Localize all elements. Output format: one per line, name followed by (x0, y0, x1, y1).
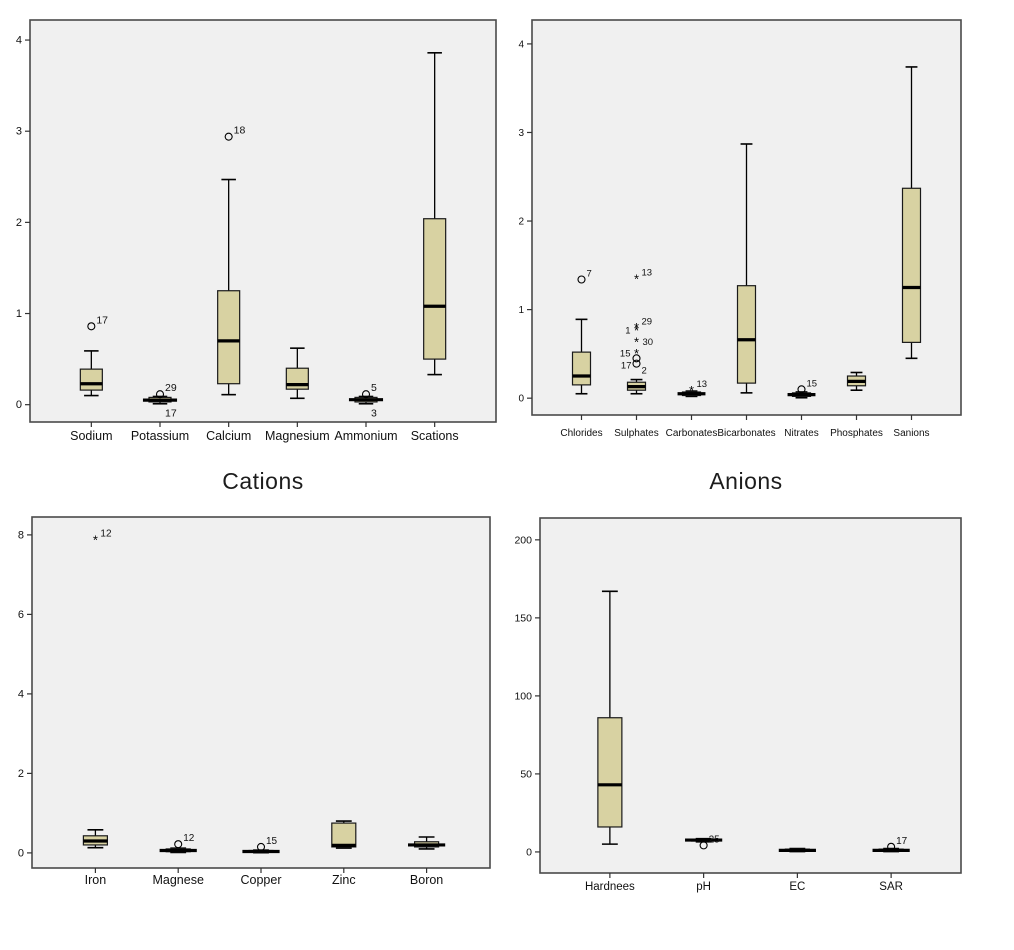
category-label: Phosphates (830, 428, 883, 439)
outlier-case-label: 15 (620, 349, 631, 360)
y-tick-label: 4 (18, 688, 24, 700)
category-label: Nitrates (784, 428, 818, 439)
outlier-star-marker: * (93, 532, 98, 547)
y-tick-label: 150 (514, 612, 532, 624)
y-tick-label: 100 (514, 690, 532, 702)
iqr-box (597, 717, 623, 828)
outlier-star-marker: * (634, 334, 639, 349)
category-label: Sanions (893, 428, 929, 439)
category-label: Calcium (206, 429, 251, 443)
y-tick-label: 0 (18, 847, 24, 859)
outlier-case-label: 17 (896, 836, 908, 847)
outlier-case-label: 17 (96, 314, 108, 326)
iqr-box (736, 285, 757, 384)
category-label: Iron (85, 873, 107, 887)
category-label: Hardnees (585, 881, 635, 893)
outlier-case-label: 25 (709, 834, 721, 845)
category-label: Potassium (131, 429, 189, 443)
outlier-case-label: 12 (183, 833, 195, 844)
category-label: SAR (879, 881, 903, 893)
y-tick-label: 6 (18, 609, 24, 621)
iqr-box (901, 187, 922, 343)
outlier-star-marker: * (634, 271, 639, 286)
outlier-case-label: 3 (371, 408, 377, 420)
outlier-case-label: 17 (621, 360, 632, 371)
category-label: Copper (241, 873, 282, 887)
y-tick-label: 2 (16, 217, 22, 229)
outlier-circle-marker (224, 132, 233, 141)
outlier-case-label: 15 (266, 836, 278, 847)
caption-cations: Cations (222, 468, 304, 494)
y-tick-label: 0 (526, 846, 532, 858)
category-label: Magnesium (265, 429, 330, 443)
outlier-star-marker: * (634, 323, 639, 338)
outlier-circle-marker (699, 841, 708, 850)
parameters-boxplot-chart: 0 50 100 150 200 Hardnees pH 25 EC SAR 17 (514, 517, 962, 893)
y-tick-label: 200 (514, 534, 532, 546)
outlier-circle-marker (632, 359, 641, 368)
iqr-box (331, 822, 357, 848)
outlier-circle-marker (887, 842, 896, 851)
outlier-case-label: 2 (642, 366, 647, 377)
category-label: Chlorides (560, 428, 602, 439)
outlier-case-label: 29 (642, 316, 653, 327)
category-label: EC (789, 881, 805, 893)
outlier-star-marker: * (689, 383, 694, 398)
y-tick-label: 1 (518, 305, 524, 316)
iqr-box (423, 218, 447, 360)
outlier-case-label: 17 (165, 408, 177, 420)
outlier-case-label: 29 (165, 382, 177, 394)
category-label: Zinc (332, 873, 356, 887)
y-tick-label: 0 (16, 399, 22, 411)
iqr-box (571, 351, 592, 386)
category-label: Sulphates (614, 428, 658, 439)
outlier-star-marker: * (634, 346, 639, 361)
outlier-circle-marker (632, 354, 641, 363)
outlier-circle-marker (361, 390, 371, 399)
plot-area (31, 516, 491, 869)
y-tick-label: 3 (518, 128, 524, 139)
outlier-case-label: 12 (100, 529, 112, 540)
outlier-circle-marker (797, 385, 806, 394)
outlier-case-label: 1 (625, 325, 630, 336)
iqr-box (217, 290, 241, 385)
category-label: Scations (411, 429, 459, 443)
y-tick-label: 2 (18, 768, 24, 780)
outlier-case-label: 13 (697, 379, 708, 390)
y-tick-label: 1 (16, 308, 22, 320)
outlier-circle-marker (87, 322, 96, 331)
category-label: Bicarbonates (717, 428, 775, 439)
category-label: pH (696, 881, 711, 893)
category-label: Boron (410, 873, 443, 887)
category-label: Ammonium (334, 429, 397, 443)
outlier-circle-marker (174, 840, 183, 849)
outlier-circle-marker (155, 390, 165, 399)
y-tick-label: 50 (520, 768, 532, 780)
y-tick-label: 0 (518, 394, 524, 405)
cations-boxplot-chart: 0 1 2 3 4 Sodium 17 Potassium 29 17 Calcium 18 Magne… (16, 19, 497, 443)
outlier-star-marker: * (634, 320, 639, 335)
iqr-box (79, 368, 103, 391)
y-tick-label: 3 (16, 126, 22, 138)
outlier-circle-marker (577, 275, 586, 284)
category-label: Sodium (70, 429, 112, 443)
y-tick-label: 4 (16, 35, 22, 47)
outlier-circle-marker (256, 842, 266, 851)
category-label: Carbonates (666, 428, 718, 439)
y-tick-label: 4 (518, 39, 524, 50)
outlier-case-label: 5 (371, 382, 377, 394)
caption-anions: Anions (709, 468, 783, 494)
outlier-case-label: 18 (234, 125, 246, 137)
y-tick-label: 2 (518, 217, 524, 228)
outlier-case-label: 15 (807, 378, 818, 389)
category-label: Magnese (152, 873, 203, 887)
y-tick-label: 8 (18, 529, 24, 541)
outlier-case-label: 13 (642, 268, 653, 279)
outlier-case-label: 7 (587, 268, 592, 279)
plot-area (29, 19, 497, 423)
outlier-case-label: 30 (643, 337, 654, 348)
